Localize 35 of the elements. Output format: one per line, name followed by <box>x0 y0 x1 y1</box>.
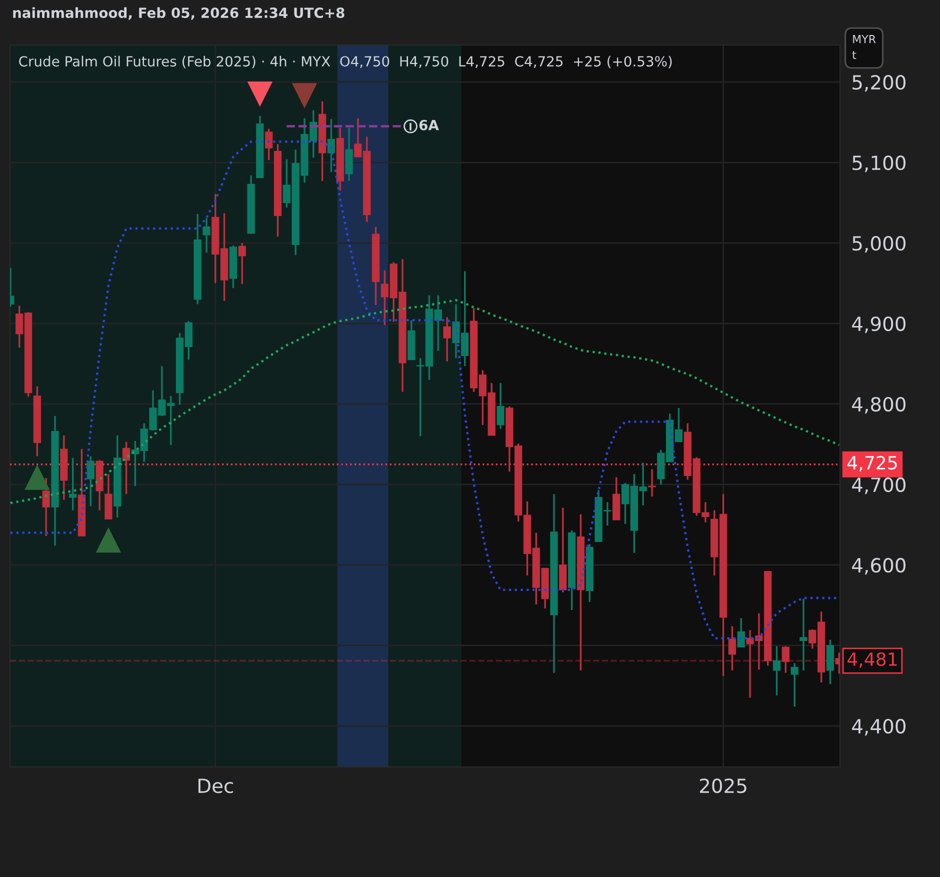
candlestick <box>790 662 798 708</box>
candlestick <box>86 455 94 508</box>
candlestick <box>238 242 246 285</box>
y-tick-label: 5,100 <box>852 155 906 172</box>
y-tick-label: 4,800 <box>852 396 906 414</box>
y-tick-label: 4,600 <box>852 558 906 575</box>
candlestick <box>728 625 736 672</box>
point <box>292 83 318 108</box>
annotation: 6A <box>419 120 439 130</box>
y-tick-label: 5,200 <box>852 74 906 92</box>
candlestick <box>202 217 210 254</box>
candlestick <box>737 617 745 648</box>
candlestick <box>800 598 808 672</box>
y-axis-title: MYR t <box>852 35 876 59</box>
point <box>247 81 273 107</box>
x-tick-label: Dec <box>198 778 233 794</box>
y-tick-label: 5,000 <box>852 236 906 253</box>
y-tick-label: 4,900 <box>852 316 906 334</box>
candlestick <box>443 316 451 362</box>
text: Crude Palm Oil Futures (Feb 2025) · 4h · MYX O4,750 H4,750 L4,725 C4,725 +25 (+0.53%) <box>19 56 672 68</box>
candlestick <box>648 468 656 498</box>
point <box>96 527 122 553</box>
y-tick-label: 4,400 <box>852 718 906 736</box>
ref-line-label: 4,481 <box>848 652 897 668</box>
candlestick <box>772 645 781 696</box>
candlestick <box>327 118 336 174</box>
point <box>24 464 50 490</box>
ref-line-label: 4,725 <box>848 456 897 472</box>
text: naimmahmood, Feb 05, 2026 12:34 UTC+8 <box>13 7 344 20</box>
x-tick-label: 2025 <box>700 778 746 794</box>
candlestick <box>782 645 790 674</box>
y-tick-label: 4,700 <box>852 477 906 494</box>
candlestick <box>42 477 50 537</box>
candlestick <box>496 382 504 430</box>
candlestick <box>265 128 273 161</box>
